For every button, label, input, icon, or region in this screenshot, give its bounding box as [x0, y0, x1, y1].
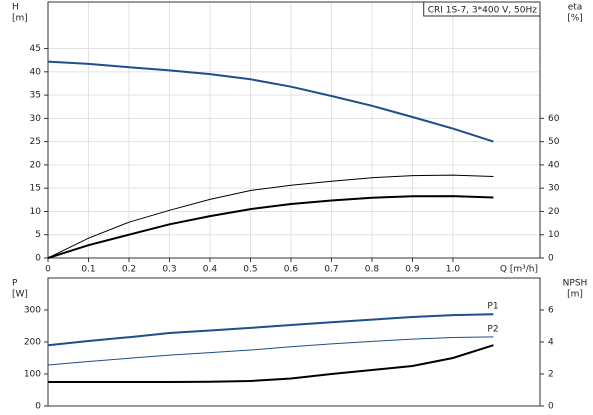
y-tick-label: 300 — [24, 306, 41, 316]
x-tick-label: 0.4 — [203, 265, 218, 275]
x-tick-label: 0 — [45, 265, 51, 275]
y2-axis-label: NPSH — [563, 279, 588, 289]
x-tick-label: 0.2 — [122, 265, 136, 275]
y-tick-label: 0 — [35, 254, 41, 264]
y-tick-label: 100 — [24, 370, 41, 380]
y-tick-label: 5 — [35, 230, 41, 240]
y-tick-label: 200 — [24, 338, 41, 348]
series-line — [47, 336, 494, 366]
y-tick-label: 30 — [30, 114, 42, 124]
y2-axis-label: [%] — [567, 14, 583, 24]
y-axis-label: P — [12, 279, 18, 289]
y-tick-label: 10 — [30, 207, 42, 217]
x-tick-label: 0.7 — [324, 265, 338, 275]
y-tick-label: 35 — [30, 91, 41, 101]
series-line — [47, 195, 494, 259]
y2-tick-label: 2 — [548, 370, 554, 380]
y2-axis-label: [m] — [567, 290, 583, 300]
y2-tick-label: 6 — [548, 306, 554, 316]
series-label: P1 — [487, 302, 498, 312]
y-tick-label: 15 — [30, 184, 41, 194]
y2-tick-label: 10 — [548, 230, 560, 240]
x-tick-label: 0.8 — [365, 265, 380, 275]
y-tick-label: 20 — [30, 160, 42, 170]
x-tick-label: 0.5 — [243, 265, 257, 275]
y-tick-label: 40 — [30, 67, 42, 77]
x-tick-label: 0.6 — [284, 265, 299, 275]
y-tick-label: 0 — [35, 402, 41, 412]
y2-tick-label: 0 — [548, 254, 554, 264]
series-line — [47, 60, 494, 143]
y-axis-label: [W] — [12, 290, 28, 300]
y2-axis-label: eta — [568, 3, 583, 13]
plot-frame — [47, 277, 541, 407]
series-label: P2 — [487, 324, 498, 334]
title-box — [423, 1, 541, 17]
y2-tick-label: 50 — [548, 137, 560, 147]
x-tick-label: 0.3 — [162, 265, 176, 275]
y2-tick-label: 20 — [548, 207, 560, 217]
y-axis-label: [m] — [12, 14, 28, 24]
chart-title: CRI 1S-7, 3*400 V, 50Hz — [428, 6, 538, 16]
y2-tick-label: 40 — [548, 160, 560, 170]
series-line — [47, 313, 494, 347]
series-line — [48, 344, 494, 383]
y-axis-label: H — [12, 3, 19, 13]
x-tick-label: 0.1 — [81, 265, 95, 275]
x-axis-label: Q [m³/h] — [500, 265, 538, 275]
series-line — [47, 174, 494, 259]
y2-tick-label: 60 — [548, 114, 560, 124]
y2-tick-label: 0 — [548, 402, 554, 412]
plot-frame — [47, 1, 541, 259]
x-tick-label: 1.0 — [446, 265, 461, 275]
y-tick-label: 25 — [30, 137, 41, 147]
y-tick-label: 45 — [30, 44, 41, 54]
y2-tick-label: 4 — [548, 338, 554, 348]
y2-tick-label: 30 — [548, 184, 560, 194]
x-tick-label: 0.9 — [405, 265, 420, 275]
